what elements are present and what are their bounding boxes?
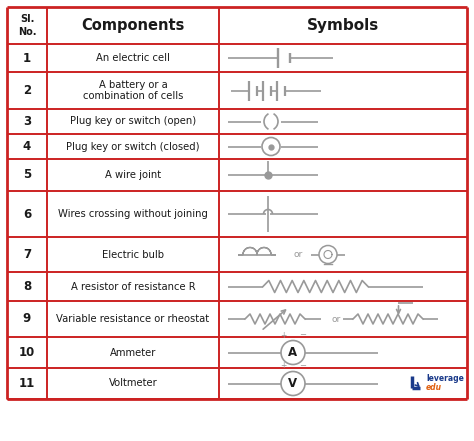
Text: A: A: [289, 346, 298, 359]
Text: Components: Components: [82, 18, 185, 33]
Text: Electric bulb: Electric bulb: [102, 250, 164, 259]
Text: Plug key or switch (closed): Plug key or switch (closed): [66, 142, 200, 152]
Text: 7: 7: [23, 248, 31, 261]
Text: 2: 2: [23, 84, 31, 97]
Text: Symbols: Symbols: [307, 18, 379, 33]
Text: 11: 11: [19, 377, 35, 390]
Text: +: +: [280, 330, 286, 340]
Text: Sl.
No.: Sl. No.: [18, 14, 36, 37]
Text: Plug key or switch (open): Plug key or switch (open): [70, 116, 196, 127]
Text: +: +: [280, 362, 286, 370]
Text: Voltmeter: Voltmeter: [109, 378, 157, 389]
Text: 10: 10: [19, 346, 35, 359]
Text: A wire joint: A wire joint: [105, 170, 161, 180]
Text: An electric cell: An electric cell: [96, 53, 170, 63]
Text: 1: 1: [23, 52, 31, 64]
Text: A resistor of resistance R: A resistor of resistance R: [71, 281, 195, 292]
Text: edu: edu: [426, 383, 442, 392]
Text: or: or: [293, 250, 302, 259]
Text: −: −: [300, 330, 307, 340]
Text: Variable resistance or rheostat: Variable resistance or rheostat: [56, 314, 210, 324]
Text: or: or: [331, 314, 341, 324]
Text: Wires crossing without joining: Wires crossing without joining: [58, 209, 208, 219]
Text: 5: 5: [23, 168, 31, 182]
Text: 6: 6: [23, 208, 31, 220]
Text: V: V: [289, 377, 298, 390]
Text: Ammeter: Ammeter: [110, 348, 156, 358]
Text: 3: 3: [23, 115, 31, 128]
Text: leverage: leverage: [426, 374, 464, 383]
Text: A battery or a
combination of cells: A battery or a combination of cells: [83, 80, 183, 101]
Text: 4: 4: [23, 140, 31, 153]
Text: −: −: [300, 362, 307, 370]
Text: 8: 8: [23, 280, 31, 293]
Text: 9: 9: [23, 313, 31, 325]
